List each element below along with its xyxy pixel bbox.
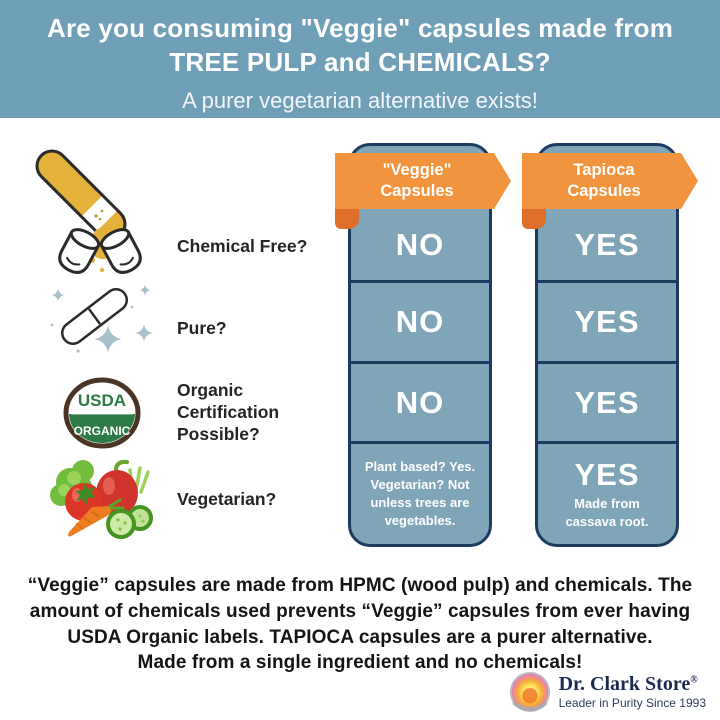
usda-seal-top-text: USDA	[78, 391, 126, 410]
column-header-veggie-line1: "Veggie"	[382, 161, 452, 180]
open-capsule-icon	[58, 228, 142, 274]
cell-value: YES	[574, 304, 640, 339]
question-pure: Pure?	[177, 318, 227, 338]
cell-veggie-pure: NO	[351, 280, 489, 361]
brand-name: Dr. Clark Store®	[559, 674, 706, 695]
cell-tapioca-organic: YES	[538, 361, 676, 441]
column-veggie-capsules: "Veggie" Capsules NO NO NO Plant based? …	[335, 143, 492, 547]
ribbon-fold	[522, 205, 546, 229]
page-title-line1: Are you consuming "Veggie" capsules made…	[46, 13, 674, 43]
header-banner: Are you consuming "Veggie" capsules made…	[0, 0, 720, 118]
cell-value: NO	[395, 227, 445, 262]
vegetables-icon	[50, 459, 153, 539]
question-organic-certification: Organic Certification Possible?	[177, 380, 280, 444]
cell-veggie-organic: NO	[351, 361, 489, 441]
column-header-veggie: "Veggie" Capsules	[335, 153, 511, 209]
brand-tagline: Leader in Purity Since 1993	[558, 696, 706, 711]
dr-clark-store-logo-icon	[509, 671, 550, 713]
cell-value: YES	[574, 384, 640, 420]
brand-footer: Dr. Clark Store® Leader in Purity Since …	[509, 671, 706, 713]
page-title: Are you consuming "Veggie" capsules made…	[0, 0, 720, 80]
column-header-veggie-line2: Capsules	[380, 182, 454, 200]
column-header-tapioca: Tapioca Capsules	[522, 153, 698, 209]
page-title-line2: TREE PULP and CHEMICALS?	[169, 46, 551, 77]
brand-name-text: Dr. Clark Store	[558, 673, 691, 696]
explanation-line: Made from a single ingredient and no che…	[137, 652, 583, 674]
cell-tapioca-vegetarian: YES Made from cassava root.	[538, 441, 676, 544]
page-subtitle: A purer vegetarian alternative exists!	[182, 87, 538, 113]
question-chemical-free: Chemical Free?	[177, 236, 308, 256]
explanation-paragraph: “Veggie” capsules are made from HPMC (wo…	[0, 573, 720, 676]
cell-value: NO	[395, 304, 445, 339]
cell-value: NO	[395, 384, 445, 420]
cell-veggie-chemical-free: NO	[351, 146, 489, 280]
explanation-line: USDA Organic labels. TAPIOCA capsules ar…	[67, 626, 653, 648]
cell-note: Plant based? Yes. Vegetarian? Not unless…	[364, 458, 476, 529]
column-header-tapioca-line2: Capsules	[567, 182, 641, 200]
cell-value: YES	[574, 227, 640, 262]
usda-seal-bottom-text: ORGANIC	[74, 424, 131, 438]
cell-veggie-vegetarian: Plant based? Yes. Vegetarian? Not unless…	[351, 441, 489, 544]
ribbon-fold	[335, 205, 359, 229]
cell-tapioca-pure: YES	[538, 280, 676, 361]
cell-note: Made from cassava root.	[565, 495, 649, 529]
question-vegetarian: Vegetarian?	[177, 489, 277, 509]
usda-organic-seal: USDA ORGANIC	[63, 377, 141, 449]
registered-mark: ®	[690, 674, 698, 686]
column-tapioca-capsules: Tapioca Capsules YES YES YES YES Made fr…	[522, 143, 679, 547]
explanation-line: “Veggie” capsules are made from HPMC (wo…	[27, 575, 693, 596]
column-header-tapioca-line1: Tapioca	[573, 161, 635, 180]
cell-value: YES	[574, 456, 640, 492]
cell-tapioca-chemical-free: YES	[538, 146, 676, 280]
explanation-line: amount of chemicals used prevents “Veggi…	[29, 600, 691, 622]
sparkling-capsule-icon	[50, 284, 153, 353]
